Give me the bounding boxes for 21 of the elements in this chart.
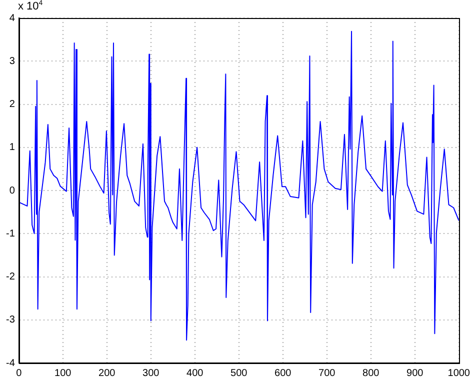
x-tick-label: 300	[142, 368, 160, 379]
x-tick-label: 500	[230, 368, 248, 379]
text: x 10$^{4}$	[18, 0, 43, 13]
x-tick-label: 900	[406, 368, 424, 379]
x-tick-label: 400	[186, 368, 204, 379]
y-tick-label: -2	[6, 272, 16, 282]
x-tick-label: 200	[98, 368, 116, 379]
y-tick-label: 1	[9, 142, 16, 154]
y-tick-label: -4	[6, 358, 16, 369]
y-tick-label: -3	[6, 314, 16, 326]
x-tick-label: 800	[362, 368, 380, 379]
x-tick-label: 0	[16, 368, 22, 379]
x-tick-label: 100	[54, 368, 72, 379]
y-tick-label: -1	[6, 228, 16, 240]
x-tick-label: 600	[274, 368, 292, 379]
y-tick-label: 2	[9, 99, 16, 110]
x-tick-label: 1000	[448, 368, 470, 379]
y-tick-label: 0	[9, 185, 16, 196]
y-tick-label: 4	[9, 12, 16, 24]
y-tick-label: 3	[9, 56, 16, 67]
x-tick-label: 700	[318, 368, 336, 379]
